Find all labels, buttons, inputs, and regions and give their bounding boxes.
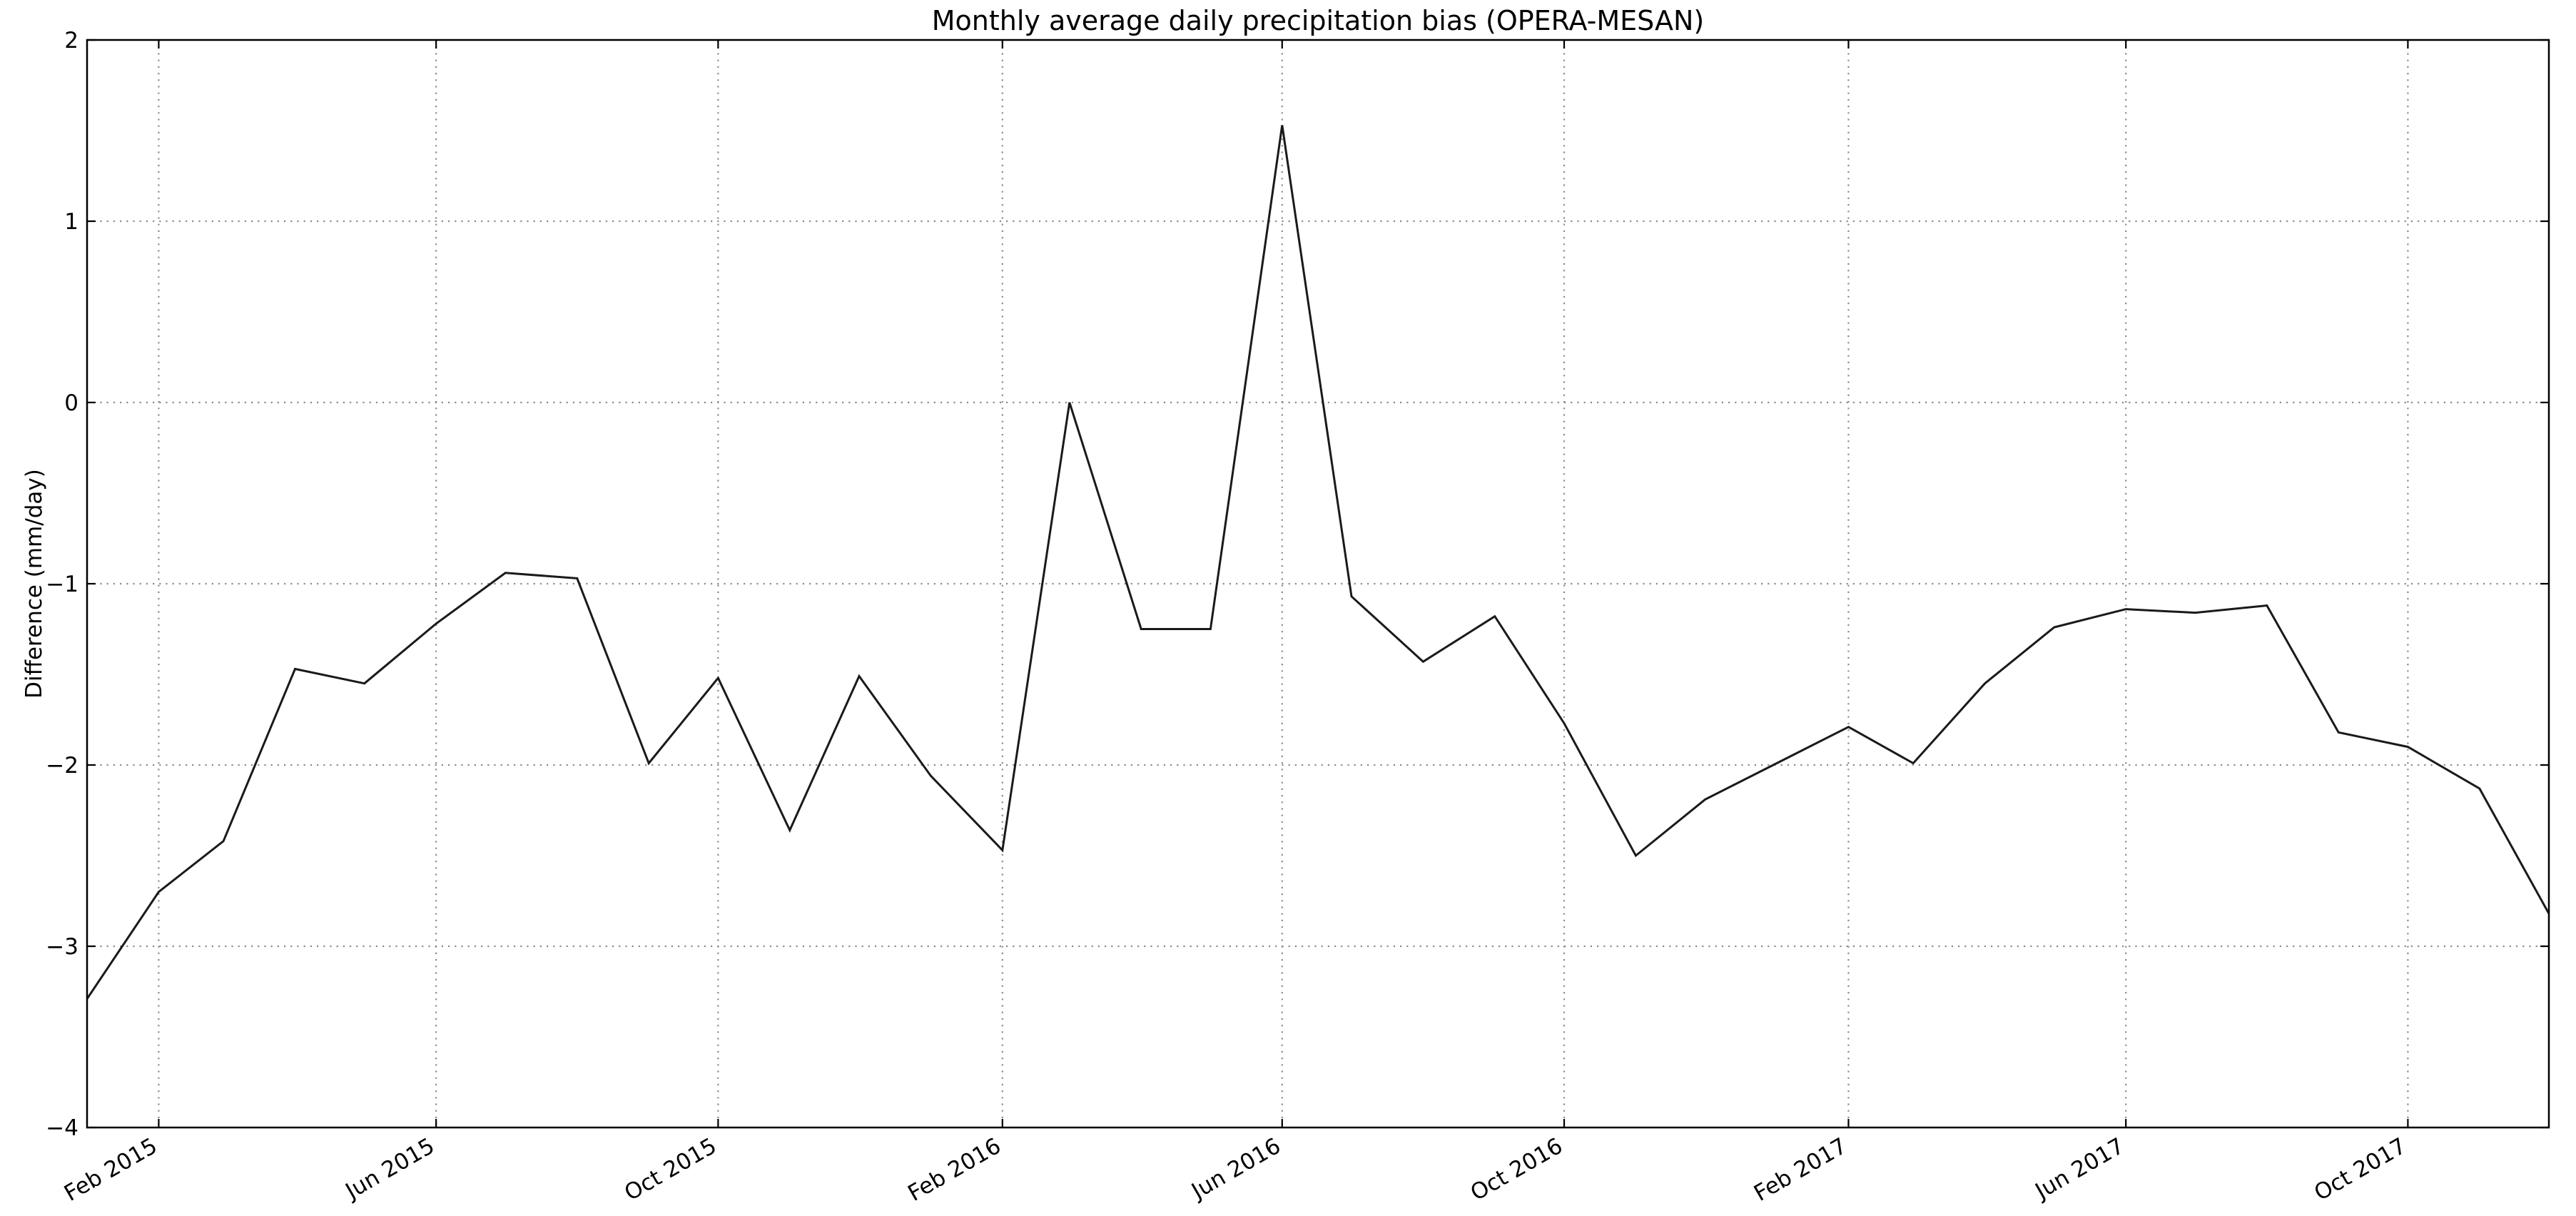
grid: [87, 40, 2549, 1128]
data-point: [1775, 761, 1779, 765]
data-point: [1139, 627, 1143, 632]
data-point: [1846, 725, 1850, 729]
data-point: [1068, 400, 1072, 405]
y-axis-label: Difference (mm/day): [21, 469, 47, 699]
y-tick-label: −4: [46, 1115, 78, 1141]
x-tick-label: Jun 2017: [2030, 1133, 2129, 1205]
data-point: [2124, 607, 2128, 612]
x-tick-label: Feb 2017: [1750, 1133, 1851, 1207]
data-point: [928, 774, 933, 778]
chart-title: Monthly average daily precipitation bias…: [932, 5, 1705, 36]
x-tick-label: Jun 2015: [340, 1133, 440, 1205]
data-point: [2336, 730, 2341, 734]
data-point: [788, 828, 792, 832]
y-tick-label: 1: [64, 209, 78, 235]
plot-frame: [86, 39, 2550, 1129]
data-point: [1562, 721, 1566, 726]
x-tick-label: Jun 2016: [1186, 1133, 1285, 1205]
y-tick-label: 0: [64, 390, 78, 416]
data-point: [1280, 123, 1284, 127]
data-point: [503, 571, 507, 575]
data-point: [1421, 659, 1425, 664]
y-tick-label: 2: [64, 28, 78, 54]
data-point: [221, 839, 225, 843]
data-point: [2478, 786, 2482, 791]
x-tick-label: Feb 2015: [60, 1133, 161, 1207]
data-point: [1349, 594, 1354, 599]
data-point: [716, 676, 720, 680]
x-tick-label: Oct 2016: [1466, 1133, 1567, 1206]
data-point: [2193, 611, 2197, 615]
data-point: [575, 576, 579, 580]
data-point: [1493, 614, 1497, 619]
data-point: [857, 674, 861, 679]
y-tick-label: −3: [46, 934, 78, 960]
data-point: [2052, 625, 2057, 629]
data-point: [1208, 627, 1212, 632]
x-tick-label: Oct 2017: [2310, 1133, 2410, 1206]
data-point: [434, 622, 438, 626]
data-point: [362, 682, 367, 686]
x-tick-label: Oct 2015: [620, 1133, 721, 1206]
data-point: [1703, 797, 1708, 801]
x-tick-label: Feb 2016: [903, 1133, 1005, 1207]
series-layer: [86, 123, 2550, 1000]
x-axis: Feb 2015 Jun 2015 Oct 2015 Feb 2016 Jun 2016…: [60, 40, 2410, 1207]
data-point: [293, 667, 298, 671]
y-tick-label: −2: [46, 753, 78, 779]
data-point: [1633, 853, 1638, 858]
data-point: [2405, 745, 2410, 749]
data-point: [2265, 603, 2269, 607]
y-tick-label: −1: [46, 572, 78, 597]
series-line: [86, 125, 2550, 1000]
data-point: [646, 761, 651, 765]
data-point: [1911, 761, 1915, 765]
data-point: [156, 890, 161, 894]
y-axis: −4 −3 −2 −1 0 1 2: [46, 28, 2549, 1141]
data-point: [1983, 682, 1987, 686]
data-point: [1000, 848, 1005, 852]
